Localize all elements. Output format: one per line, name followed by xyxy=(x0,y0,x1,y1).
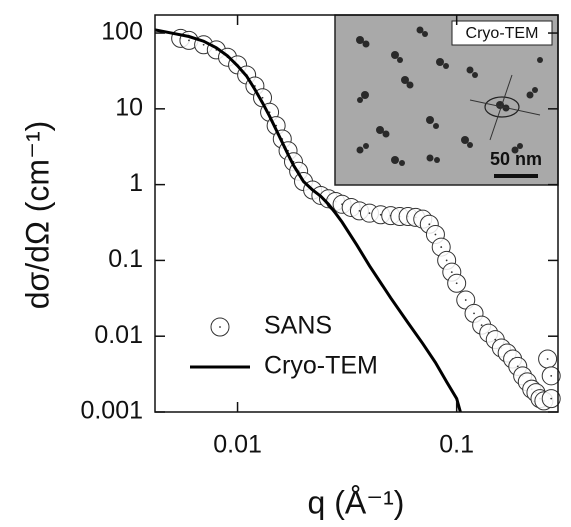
y-tick-label: 10 xyxy=(115,93,143,121)
data-point-center xyxy=(480,324,483,327)
data-point-center xyxy=(546,358,549,360)
inset-image: Cryo-TEM 50 nm xyxy=(334,14,559,186)
scale-bar-label: 50 nm xyxy=(490,149,542,169)
data-point-center xyxy=(550,374,553,377)
data-point-center xyxy=(358,210,361,212)
inset-label: Cryo-TEM xyxy=(466,25,539,42)
data-point-center xyxy=(368,212,371,215)
data-point-center xyxy=(455,282,458,285)
y-axis-title: dσ/dΩ (cm⁻¹) xyxy=(19,121,55,310)
data-point-center xyxy=(434,233,437,236)
data-point-center xyxy=(445,259,448,262)
data-point-center xyxy=(440,246,443,248)
data-point-center xyxy=(188,39,190,42)
x-tick-label: 0.1 xyxy=(439,431,474,459)
data-point-center xyxy=(516,365,519,368)
data-point-center xyxy=(450,271,453,274)
data-point-center xyxy=(379,213,382,216)
data-point-center xyxy=(428,223,431,226)
y-tick-label: 0.01 xyxy=(94,321,143,349)
data-point-center xyxy=(202,43,205,46)
data-line xyxy=(154,28,462,413)
data-point-center xyxy=(473,312,475,315)
plot-frame xyxy=(154,14,559,413)
legend-label: SANS xyxy=(264,312,332,340)
data-point-center xyxy=(261,96,264,99)
x-tick-label: 0.01 xyxy=(213,431,262,459)
y-tick-label: 1 xyxy=(129,169,143,197)
legend-marker-center xyxy=(219,326,221,328)
y-tick-label: 100 xyxy=(101,18,143,46)
y-tick-label: 0.1 xyxy=(108,245,143,273)
legend-label: Cryo-TEM xyxy=(264,352,378,380)
x-axis-title: q (Å⁻¹) xyxy=(308,484,405,520)
y-tick-label: 0.001 xyxy=(80,397,143,425)
data-point-center xyxy=(464,299,467,301)
data-point-center xyxy=(494,338,497,341)
data-point-center xyxy=(550,397,553,400)
